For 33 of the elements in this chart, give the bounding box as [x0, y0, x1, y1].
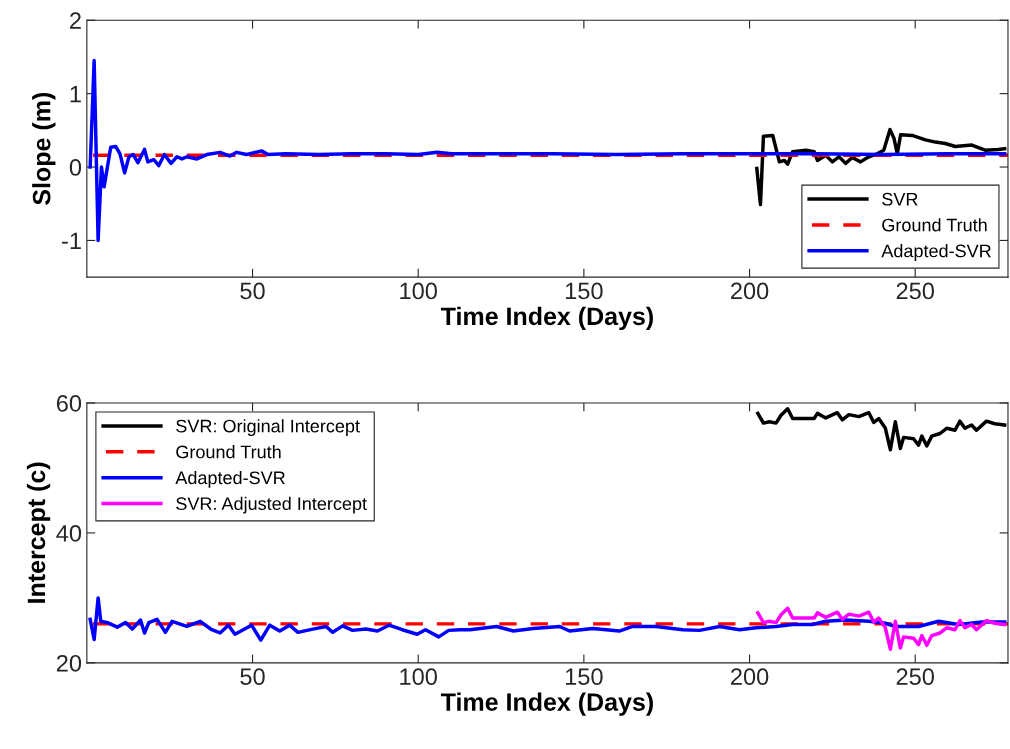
legend-label: Adapted-SVR: [881, 244, 991, 261]
x-tick-label: 150: [565, 282, 603, 300]
legend-label: SVR: Original Intercept: [176, 419, 360, 437]
x-tick-label: 50: [240, 282, 265, 300]
x-tick-label: 100: [400, 282, 437, 300]
line-series: [755, 127, 1007, 207]
line-series: [756, 606, 1007, 651]
x-tick-label: 250: [896, 668, 934, 686]
y-tick-label: 20: [56, 654, 82, 672]
legend-label: SVR: [882, 192, 918, 206]
line-series: [88, 596, 1007, 642]
y-tick-label: -1: [62, 232, 81, 249]
legend-label: Ground Truth: [882, 218, 987, 232]
x-tick-label: 150: [565, 668, 603, 686]
x-tick-label: 250: [896, 282, 934, 300]
line-series: [756, 407, 1007, 452]
x-axis-title: Time Index (Days): [440, 692, 653, 716]
x-tick-label: 50: [240, 668, 265, 686]
y-tick-label: 60: [56, 395, 82, 412]
legend-label: SVR: Adjusted Intercept: [176, 496, 367, 514]
legend-label: Ground Truth: [176, 445, 281, 459]
x-axis-title: Time Index (Days): [440, 306, 653, 331]
y-tick-label: 40: [56, 524, 82, 542]
y-axis-title: Slope (m): [32, 92, 56, 205]
y-tick-label: 0: [69, 159, 82, 176]
y-tick-label: 1: [70, 85, 81, 103]
legend-label: Adapted-SVR: [175, 470, 285, 488]
x-tick-label: 200: [731, 282, 769, 300]
x-tick-label: 100: [400, 668, 437, 686]
y-tick-label: 2: [70, 12, 81, 29]
x-tick-label: 200: [731, 668, 769, 686]
y-axis-title: Intercept (c): [26, 462, 51, 603]
line-series: [88, 58, 1007, 243]
